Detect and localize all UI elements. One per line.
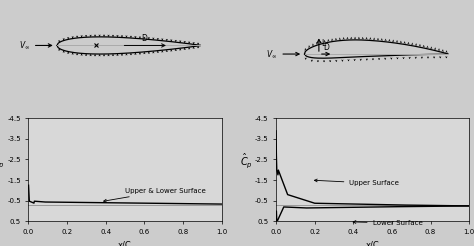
X-axis label: x/C: x/C bbox=[118, 241, 132, 246]
Text: $V_\infty$: $V_\infty$ bbox=[266, 48, 277, 60]
Text: L: L bbox=[322, 39, 326, 48]
Text: D: D bbox=[323, 43, 329, 52]
Y-axis label: $\hat{C}_p$: $\hat{C}_p$ bbox=[0, 151, 5, 170]
Text: Upper & Lower Surface: Upper & Lower Surface bbox=[104, 187, 206, 202]
Text: D: D bbox=[142, 34, 147, 43]
Text: $V_\infty$: $V_\infty$ bbox=[19, 40, 30, 51]
Text: Upper Surface: Upper Surface bbox=[314, 179, 399, 186]
Y-axis label: $\hat{C}_p$: $\hat{C}_p$ bbox=[240, 151, 253, 170]
X-axis label: x/C: x/C bbox=[366, 241, 380, 246]
Text: Lower Surface: Lower Surface bbox=[353, 220, 422, 226]
